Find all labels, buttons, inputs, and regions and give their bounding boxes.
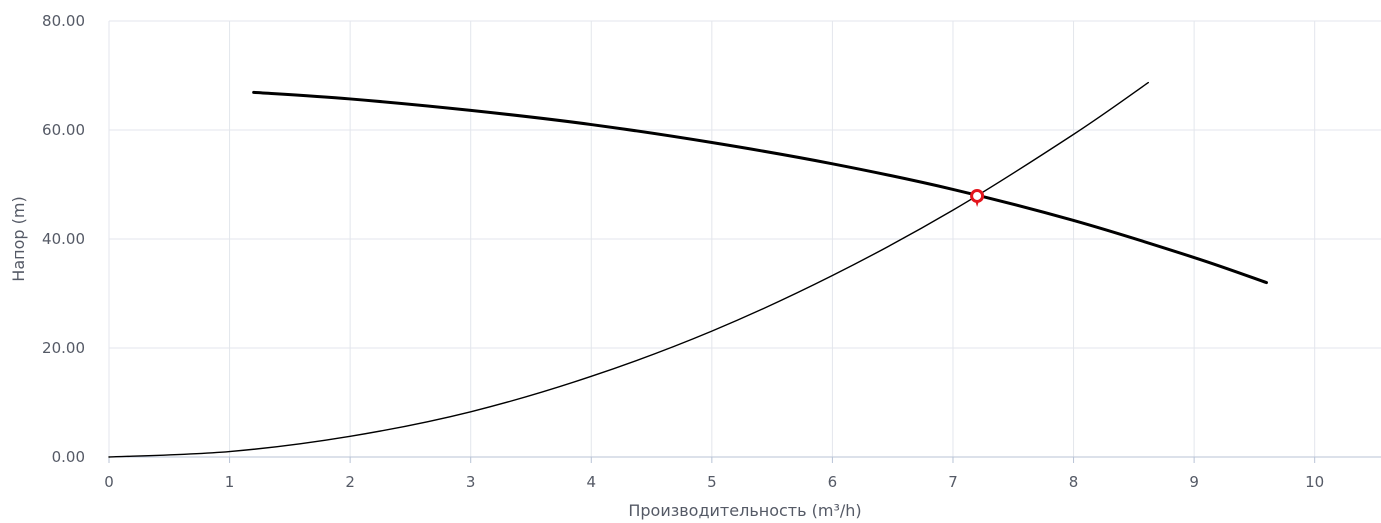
x-tick-label: 9	[1189, 473, 1199, 491]
y-tick-label: 80.00	[42, 12, 85, 30]
y-axis-title: Напор (m)	[9, 196, 28, 281]
x-tick-label: 5	[707, 473, 717, 491]
x-axis-tick-labels: 0 1 2 3 4 5 6 7 8 9 10	[104, 473, 1324, 491]
x-axis-tick-marks	[108, 457, 1316, 463]
x-tick-label: 2	[345, 473, 355, 491]
x-tick-label: 0	[104, 473, 114, 491]
horizontal-grid-lines	[109, 20, 1381, 349]
x-axis-title: Производительность (m³/h)	[628, 501, 861, 520]
x-tick-label: 10	[1305, 473, 1324, 491]
x-tick-label: 1	[225, 473, 235, 491]
system-curve	[108, 81, 1149, 458]
series-lines	[108, 81, 1268, 458]
y-tick-label: 60.00	[42, 121, 85, 139]
x-tick-label: 3	[466, 473, 476, 491]
y-tick-label: 0.00	[52, 448, 85, 466]
operating-point-group	[970, 188, 985, 207]
operating-point-marker	[970, 188, 985, 203]
pump-head-curve	[252, 90, 1268, 285]
x-tick-label: 8	[1069, 473, 1079, 491]
y-axis-tick-labels: 0.00 20.00 40.00 60.00 80.00	[42, 12, 85, 466]
x-tick-label: 7	[948, 473, 958, 491]
y-tick-label: 40.00	[42, 230, 85, 248]
y-tick-label: 20.00	[42, 339, 85, 357]
x-tick-label: 4	[587, 473, 597, 491]
x-tick-label: 6	[828, 473, 838, 491]
